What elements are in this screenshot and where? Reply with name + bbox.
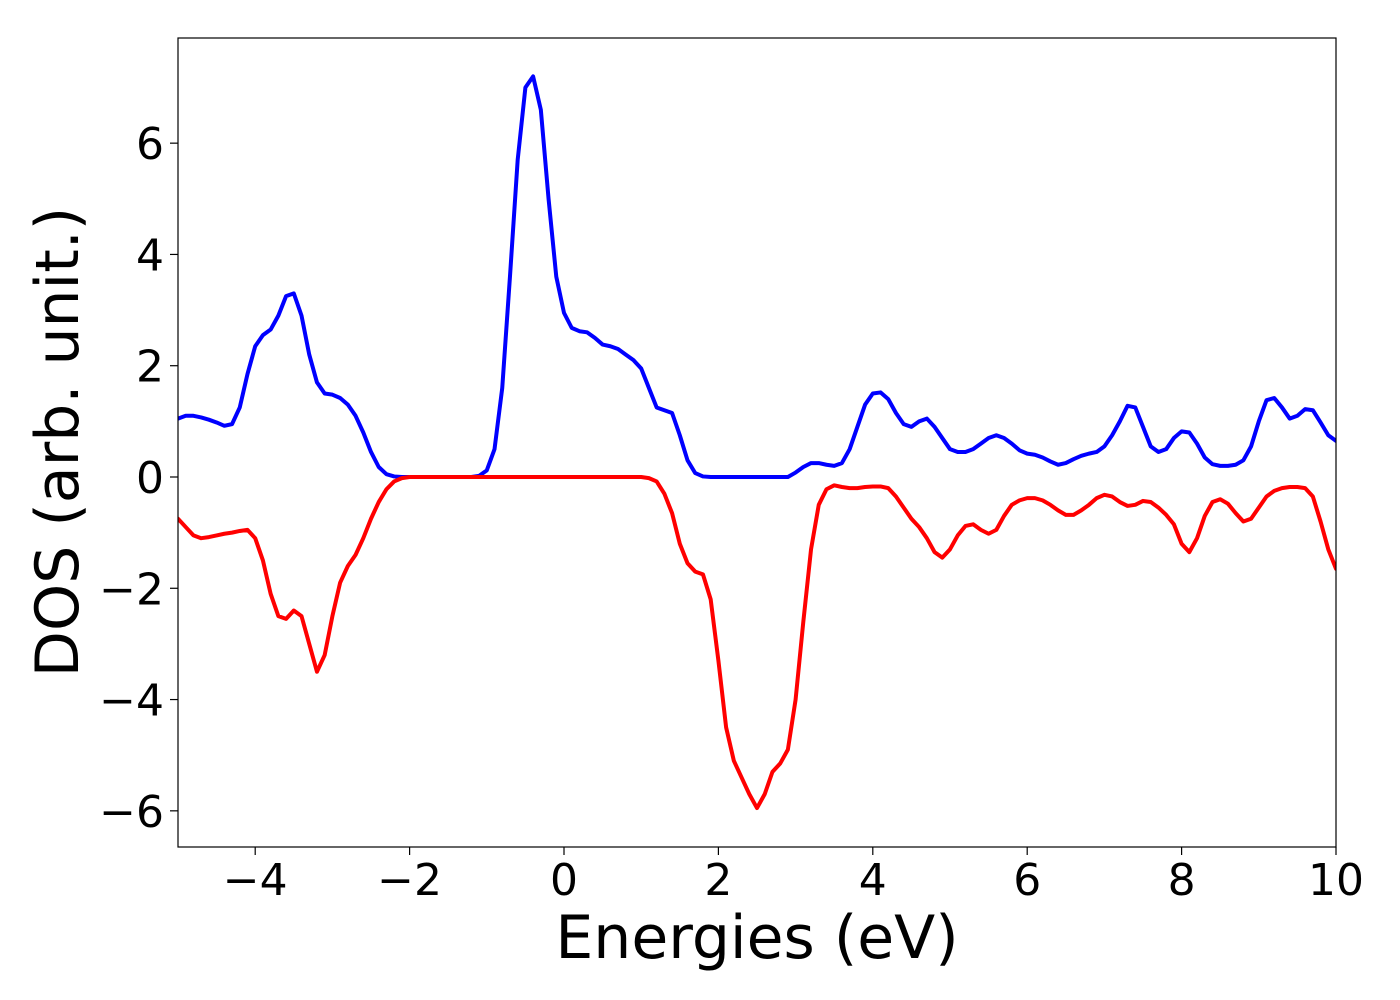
x-tick-label: 2 — [704, 855, 732, 906]
x-tick-label: −2 — [377, 855, 442, 906]
series-line — [178, 74, 1336, 479]
x-tick-label: 4 — [859, 855, 887, 906]
x-tick-label: 8 — [1168, 855, 1196, 906]
y-tick-label: 0 — [136, 453, 164, 504]
x-axis-label: Energies (eV) — [555, 903, 958, 973]
y-tick-label: 4 — [136, 230, 164, 281]
x-tick-label: 10 — [1308, 855, 1364, 906]
y-tick-label: 6 — [136, 119, 164, 170]
y-tick-label: −2 — [99, 564, 164, 615]
series-line — [178, 475, 1336, 811]
plot-lines — [178, 74, 1336, 811]
x-tick-label: 6 — [1013, 855, 1041, 906]
plot-frame — [177, 37, 1337, 848]
y-tick-label: −4 — [99, 676, 164, 727]
x-tick-label: −4 — [223, 855, 288, 906]
y-tick-label: −6 — [99, 787, 164, 838]
x-tick-label: 0 — [550, 855, 578, 906]
y-axis-label: DOS (arb. unit.) — [23, 207, 93, 677]
y-tick-label: 2 — [136, 342, 164, 393]
